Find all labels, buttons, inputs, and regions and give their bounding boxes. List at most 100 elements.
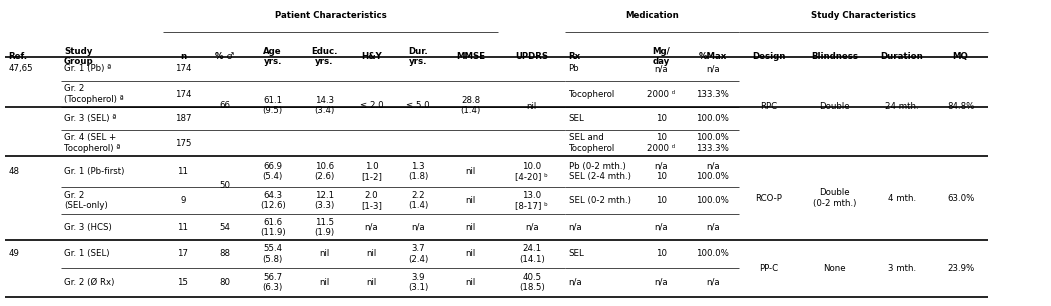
Text: 10: 10	[656, 114, 666, 123]
Text: nil: nil	[527, 102, 537, 111]
Text: 84.8%: 84.8%	[947, 102, 974, 111]
Text: 11: 11	[178, 223, 188, 232]
Text: Study
Group: Study Group	[64, 47, 94, 66]
Text: n/a: n/a	[655, 223, 667, 232]
Text: Pb: Pb	[569, 64, 579, 73]
Text: 61.6
(11.9): 61.6 (11.9)	[260, 218, 286, 237]
Text: 100.0%: 100.0%	[696, 114, 729, 123]
Text: 24 mth.: 24 mth.	[885, 102, 919, 111]
Text: 9: 9	[180, 196, 186, 205]
Text: 2.0
[1-3]: 2.0 [1-3]	[362, 191, 382, 210]
Text: Blindness: Blindness	[811, 52, 858, 61]
Text: 2.2
(1.4): 2.2 (1.4)	[408, 191, 429, 210]
Text: nil: nil	[367, 249, 376, 259]
Text: 63.0%: 63.0%	[947, 194, 974, 203]
Text: nil: nil	[466, 278, 476, 287]
Text: MQ: MQ	[953, 52, 968, 61]
Text: 174: 174	[174, 64, 191, 73]
Text: 3.9
(3.1): 3.9 (3.1)	[408, 273, 429, 292]
Text: 56.7
(6.3): 56.7 (6.3)	[263, 273, 283, 292]
Text: MMSE: MMSE	[456, 52, 486, 61]
Text: Patient Characteristics: Patient Characteristics	[274, 11, 387, 21]
Text: Gr. 4 (SEL +
Tocopherol) ª: Gr. 4 (SEL + Tocopherol) ª	[64, 133, 121, 153]
Text: 64.3
(12.6): 64.3 (12.6)	[260, 191, 286, 210]
Text: H&Y: H&Y	[362, 52, 382, 61]
Text: 23.9%: 23.9%	[947, 264, 974, 273]
Text: Double
(0-2 mth.): Double (0-2 mth.)	[812, 188, 857, 208]
Text: Design: Design	[753, 52, 785, 61]
Text: 187: 187	[174, 114, 191, 123]
Text: 10: 10	[656, 196, 666, 205]
Text: SEL: SEL	[569, 249, 584, 259]
Text: Gr. 2 (Ø Rx): Gr. 2 (Ø Rx)	[64, 278, 115, 287]
Text: Medication: Medication	[625, 11, 679, 21]
Text: Pb (0-2 mth.)
SEL (2-4 mth.): Pb (0-2 mth.) SEL (2-4 mth.)	[569, 162, 631, 181]
Text: SEL and
Tocopherol: SEL and Tocopherol	[569, 133, 615, 153]
Text: 100.0%: 100.0%	[696, 196, 729, 205]
Text: 50: 50	[220, 181, 230, 190]
Text: Gr. 1 (SEL): Gr. 1 (SEL)	[64, 249, 109, 259]
Text: SEL (0-2 mth.): SEL (0-2 mth.)	[569, 196, 631, 205]
Text: 54: 54	[220, 223, 230, 232]
Text: UPDRS: UPDRS	[515, 52, 549, 61]
Text: n/a: n/a	[706, 64, 719, 73]
Text: 13.0
[8-17] ᵇ: 13.0 [8-17] ᵇ	[515, 191, 549, 210]
Text: Gr. 1 (Pb) ª: Gr. 1 (Pb) ª	[64, 64, 111, 73]
Text: Gr. 1 (Pb-first): Gr. 1 (Pb-first)	[64, 167, 124, 176]
Text: 4 mth.: 4 mth.	[888, 194, 915, 203]
Text: n/a
10: n/a 10	[655, 162, 667, 181]
Text: Duration: Duration	[881, 52, 923, 61]
Text: %Max: %Max	[699, 52, 726, 61]
Text: SEL: SEL	[569, 114, 584, 123]
Text: nil: nil	[320, 249, 329, 259]
Text: 2000 ᵈ: 2000 ᵈ	[647, 90, 675, 99]
Text: nil: nil	[466, 223, 476, 232]
Text: nil: nil	[466, 196, 476, 205]
Text: nil: nil	[466, 167, 476, 176]
Text: 11: 11	[178, 167, 188, 176]
Text: 174: 174	[174, 90, 191, 99]
Text: Gr. 3 (HCS): Gr. 3 (HCS)	[64, 223, 111, 232]
Text: PP-C: PP-C	[759, 264, 779, 273]
Text: n/a: n/a	[706, 223, 719, 232]
Text: 15: 15	[178, 278, 188, 287]
Text: 100.0%
133.3%: 100.0% 133.3%	[696, 133, 729, 153]
Text: nil: nil	[466, 249, 476, 259]
Text: Dur.
yrs.: Dur. yrs.	[409, 47, 428, 66]
Text: Age
yrs.: Age yrs.	[264, 47, 282, 66]
Text: Rx: Rx	[569, 52, 581, 61]
Text: 1.3
(1.8): 1.3 (1.8)	[408, 162, 429, 181]
Text: n/a: n/a	[526, 223, 538, 232]
Text: 48: 48	[8, 167, 19, 176]
Text: 61.1
(9.5): 61.1 (9.5)	[263, 96, 283, 115]
Text: 11.5
(1.9): 11.5 (1.9)	[314, 218, 334, 237]
Text: 10.0
[4-20] ᵇ: 10.0 [4-20] ᵇ	[515, 162, 549, 181]
Text: 17: 17	[178, 249, 188, 259]
Text: 3 mth.: 3 mth.	[888, 264, 915, 273]
Text: nil: nil	[320, 278, 329, 287]
Text: Gr. 3 (SEL) ª: Gr. 3 (SEL) ª	[64, 114, 117, 123]
Text: 100.0%: 100.0%	[696, 249, 729, 259]
Text: 80: 80	[220, 278, 230, 287]
Text: Educ.
yrs.: Educ. yrs.	[311, 47, 337, 66]
Text: n/a: n/a	[365, 223, 378, 232]
Text: Study Characteristics: Study Characteristics	[811, 11, 915, 21]
Text: 88: 88	[220, 249, 230, 259]
Text: Ref.: Ref.	[8, 52, 27, 61]
Text: 175: 175	[174, 139, 191, 147]
Text: Tocopherol: Tocopherol	[569, 90, 615, 99]
Text: % ♂: % ♂	[215, 52, 234, 61]
Text: n/a: n/a	[569, 278, 582, 287]
Text: 10: 10	[656, 249, 666, 259]
Text: 40.5
(18.5): 40.5 (18.5)	[519, 273, 544, 292]
Text: Mg/
day: Mg/ day	[653, 47, 669, 66]
Text: 28.8
(1.4): 28.8 (1.4)	[460, 96, 481, 115]
Text: n/a: n/a	[569, 223, 582, 232]
Text: n/a: n/a	[706, 278, 719, 287]
Text: 14.3
(3.4): 14.3 (3.4)	[314, 96, 334, 115]
Text: Gr. 2
(SEL-only): Gr. 2 (SEL-only)	[64, 191, 108, 210]
Text: RPC: RPC	[760, 102, 778, 111]
Text: 49: 49	[8, 249, 19, 259]
Text: 10.6
(2.6): 10.6 (2.6)	[314, 162, 334, 181]
Text: Gr. 2
(Tocopherol) ª: Gr. 2 (Tocopherol) ª	[64, 84, 124, 104]
